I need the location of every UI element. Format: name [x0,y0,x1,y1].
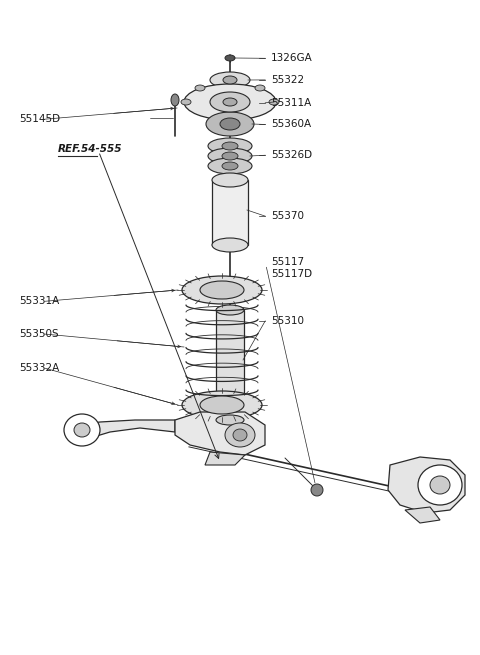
Ellipse shape [222,152,238,160]
Ellipse shape [200,396,244,414]
Ellipse shape [210,72,250,88]
Ellipse shape [311,484,323,496]
Text: 55370: 55370 [271,211,304,221]
Ellipse shape [195,85,205,91]
Ellipse shape [182,276,262,304]
Text: 55322: 55322 [271,75,304,85]
Text: 55117D: 55117D [271,269,312,279]
Ellipse shape [182,391,262,419]
Polygon shape [205,452,245,465]
Text: 55360A: 55360A [271,119,312,130]
Text: 55326D: 55326D [271,150,312,160]
Ellipse shape [222,142,238,150]
Text: 55332A: 55332A [19,363,60,373]
Ellipse shape [210,92,250,112]
Ellipse shape [216,415,244,425]
Ellipse shape [216,305,244,315]
Ellipse shape [212,173,248,187]
Text: 55331A: 55331A [19,296,60,307]
Polygon shape [388,457,465,513]
Ellipse shape [233,429,247,441]
Ellipse shape [269,99,279,105]
Ellipse shape [225,423,255,447]
Ellipse shape [64,414,100,446]
Ellipse shape [208,158,252,174]
Text: 1326GA: 1326GA [271,53,313,64]
Text: 55145D: 55145D [19,114,60,124]
Polygon shape [175,412,265,455]
Text: 55350S: 55350S [19,329,59,339]
Bar [216,310,244,420]
Ellipse shape [222,162,238,170]
Ellipse shape [430,476,450,494]
Ellipse shape [223,76,237,84]
Ellipse shape [181,99,191,105]
Ellipse shape [184,84,276,120]
Bar [212,180,248,245]
Text: 55311A: 55311A [271,98,312,108]
Ellipse shape [220,118,240,130]
Ellipse shape [223,98,237,106]
Ellipse shape [225,55,235,61]
Text: REF.54-555: REF.54-555 [58,144,122,155]
Text: 55310: 55310 [271,316,304,326]
Ellipse shape [74,423,90,437]
Ellipse shape [255,85,265,91]
Ellipse shape [208,148,252,164]
Ellipse shape [208,138,252,154]
Polygon shape [75,420,175,438]
Ellipse shape [418,465,462,505]
Polygon shape [405,507,440,523]
Ellipse shape [206,112,254,136]
Ellipse shape [171,94,179,106]
Ellipse shape [212,238,248,252]
Ellipse shape [200,281,244,299]
Text: 55117: 55117 [271,257,304,267]
